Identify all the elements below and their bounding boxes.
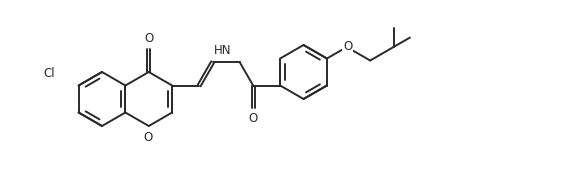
Text: Cl: Cl — [43, 67, 54, 80]
Text: O: O — [343, 40, 352, 53]
Text: O: O — [143, 131, 152, 144]
Text: HN: HN — [214, 44, 231, 57]
Text: O: O — [248, 113, 258, 125]
Text: O: O — [144, 32, 153, 45]
